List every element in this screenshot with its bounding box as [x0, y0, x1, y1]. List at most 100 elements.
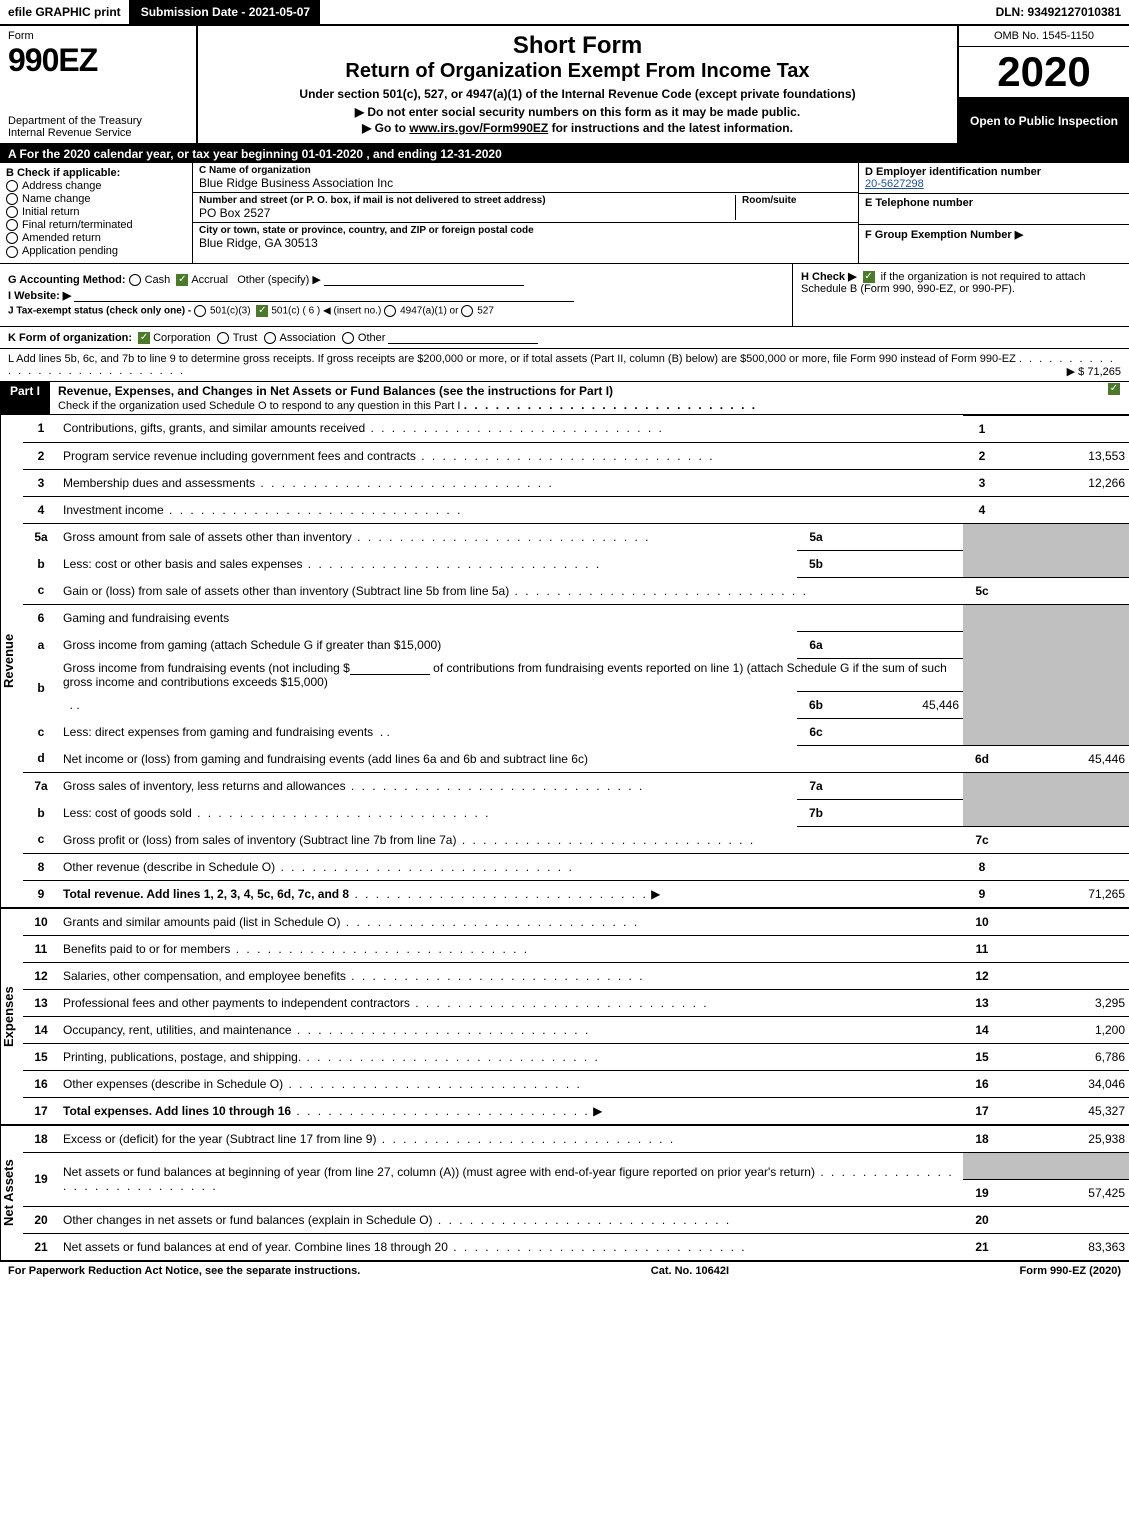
r6b-input[interactable] — [350, 662, 430, 675]
section-ghij: G Accounting Method: Cash Accrual Other … — [0, 264, 1129, 327]
irs-link[interactable]: www.irs.gov/Form990EZ — [409, 121, 548, 135]
r8-val — [1001, 853, 1129, 880]
e16-val: 34,046 — [1001, 1070, 1129, 1097]
chk-527[interactable] — [461, 305, 473, 317]
ein-value[interactable]: 20-5627298 — [865, 178, 1123, 190]
submission-date-button[interactable]: Submission Date - 2021-05-07 — [131, 0, 320, 24]
e12-val — [1001, 962, 1129, 989]
e14-desc: Occupancy, rent, utilities, and maintena… — [63, 1023, 292, 1037]
website-input[interactable] — [74, 289, 574, 302]
c-label: C Name of organization — [199, 165, 852, 176]
chk-final-return[interactable]: Final return/terminated — [6, 219, 186, 231]
dept-line2: Internal Revenue Service — [8, 127, 132, 139]
n18-val: 25,938 — [1001, 1126, 1129, 1153]
chk-address-change[interactable]: Address change — [6, 180, 186, 192]
k-trust: Trust — [233, 332, 258, 344]
part1-title: Revenue, Expenses, and Changes in Net As… — [50, 382, 1099, 414]
chk-501c3[interactable] — [194, 305, 206, 317]
chk-cash[interactable] — [129, 274, 141, 286]
chk-501c[interactable] — [256, 305, 268, 317]
n20-desc: Other changes in net assets or fund bala… — [63, 1213, 433, 1227]
other-label: Other (specify) ▶ — [237, 274, 321, 286]
r5a-mid — [835, 523, 963, 550]
chk-trust[interactable] — [217, 332, 229, 344]
chk-schedule-o[interactable] — [1108, 383, 1120, 395]
chk-amended-return[interactable]: Amended return — [6, 232, 186, 244]
gh-left: G Accounting Method: Cash Accrual Other … — [0, 264, 792, 326]
chk-application-pending[interactable]: Application pending — [6, 245, 186, 257]
e-label: E Telephone number — [865, 197, 1123, 209]
r7c-desc: Gross profit or (loss) from sales of inv… — [63, 833, 456, 847]
n19-desc: Net assets or fund balances at beginning… — [63, 1165, 815, 1179]
top-bar-left: efile GRAPHIC print Submission Date - 20… — [0, 0, 324, 24]
opt-pending: Application pending — [22, 245, 118, 257]
room-label: Room/suite — [742, 195, 852, 206]
line-j: J Tax-exempt status (check only one) - 5… — [8, 305, 784, 317]
chk-h[interactable] — [863, 271, 875, 283]
r6b-pre: Gross income from fundraising events (no… — [63, 661, 350, 675]
r6b-mid: 45,446 — [835, 691, 963, 718]
other-specify-input[interactable] — [324, 273, 524, 286]
accrual-label: Accrual — [191, 274, 228, 286]
goto-post: for instructions and the latest informat… — [548, 121, 793, 135]
chk-name-change[interactable]: Name change — [6, 193, 186, 205]
n18-desc: Excess or (deficit) for the year (Subtra… — [63, 1132, 376, 1146]
chk-other-org[interactable] — [342, 332, 354, 344]
other-org-input[interactable] — [388, 331, 538, 344]
r9-desc: Total revenue. Add lines 1, 2, 3, 4, 5c,… — [63, 887, 349, 901]
line-g: G Accounting Method: Cash Accrual Other … — [8, 273, 784, 286]
no-ssn-line: ▶ Do not enter social security numbers o… — [208, 105, 947, 119]
line-i: I Website: ▶ — [8, 289, 784, 302]
gh-right: H Check ▶ if the organization is not req… — [792, 264, 1129, 326]
opt-final: Final return/terminated — [22, 219, 133, 231]
r7a-desc: Gross sales of inventory, less returns a… — [63, 779, 346, 793]
part1-schedule-o-chk — [1099, 382, 1129, 414]
r6d-val: 45,446 — [1001, 745, 1129, 772]
k-label: K Form of organization: — [8, 332, 132, 344]
footer-left: For Paperwork Reduction Act Notice, see … — [8, 1265, 360, 1277]
f-label: F Group Exemption Number ▶ — [865, 228, 1123, 241]
e13-desc: Professional fees and other payments to … — [63, 996, 410, 1010]
r3-desc: Membership dues and assessments — [63, 476, 255, 490]
dln-label: DLN: 93492127010381 — [988, 0, 1129, 24]
r5c-desc: Gain or (loss) from sale of assets other… — [63, 584, 509, 598]
revenue-vert-label: Revenue — [0, 415, 23, 907]
part1-sub: Check if the organization used Schedule … — [58, 400, 460, 412]
net-assets-section: Net Assets 18Excess or (deficit) for the… — [0, 1126, 1129, 1262]
r6d-desc: Net income or (loss) from gaming and fun… — [63, 752, 588, 766]
r5c-val — [1001, 577, 1129, 604]
e14-val: 1,200 — [1001, 1016, 1129, 1043]
r7b-desc: Less: cost of goods sold — [63, 806, 192, 820]
r4-val — [1001, 496, 1129, 523]
r6a-desc: Gross income from gaming (attach Schedul… — [63, 638, 441, 652]
chk-4947[interactable] — [384, 305, 396, 317]
chk-association[interactable] — [264, 332, 276, 344]
header-center: Short Form Return of Organization Exempt… — [198, 26, 957, 143]
e15-desc: Printing, publications, postage, and shi… — [63, 1050, 301, 1064]
under-section: Under section 501(c), 527, or 4947(a)(1)… — [208, 87, 947, 101]
chk-initial-return[interactable]: Initial return — [6, 206, 186, 218]
r7c-val — [1001, 826, 1129, 853]
e17-desc: Total expenses. Add lines 10 through 16 — [63, 1104, 291, 1118]
n21-desc: Net assets or fund balances at end of ye… — [63, 1240, 448, 1254]
expenses-vert-label: Expenses — [0, 909, 23, 1124]
dept-treasury: Department of the Treasury Internal Reve… — [8, 115, 188, 139]
chk-accrual[interactable] — [176, 274, 188, 286]
r3-val: 12,266 — [1001, 469, 1129, 496]
line-a-tax-year: A For the 2020 calendar year, or tax yea… — [0, 145, 1129, 163]
form-word: Form — [8, 30, 188, 42]
street-value: PO Box 2527 — [199, 206, 735, 220]
r5a-desc: Gross amount from sale of assets other t… — [63, 530, 352, 544]
e12-desc: Salaries, other compensation, and employ… — [63, 969, 346, 983]
r6a-mid — [835, 631, 963, 658]
e15-val: 6,786 — [1001, 1043, 1129, 1070]
g-label: G Accounting Method: — [8, 274, 126, 286]
n21-val: 83,363 — [1001, 1233, 1129, 1260]
chk-corporation[interactable] — [138, 332, 150, 344]
k-other: Other — [358, 332, 386, 344]
part1-header-row: Part I Revenue, Expenses, and Changes in… — [0, 382, 1129, 415]
goto-pre: ▶ Go to — [362, 121, 409, 135]
footer-catno: Cat. No. 10642I — [651, 1265, 729, 1277]
j3: 4947(a)(1) or — [400, 305, 458, 316]
revenue-table: 1Contributions, gifts, grants, and simil… — [23, 415, 1129, 907]
